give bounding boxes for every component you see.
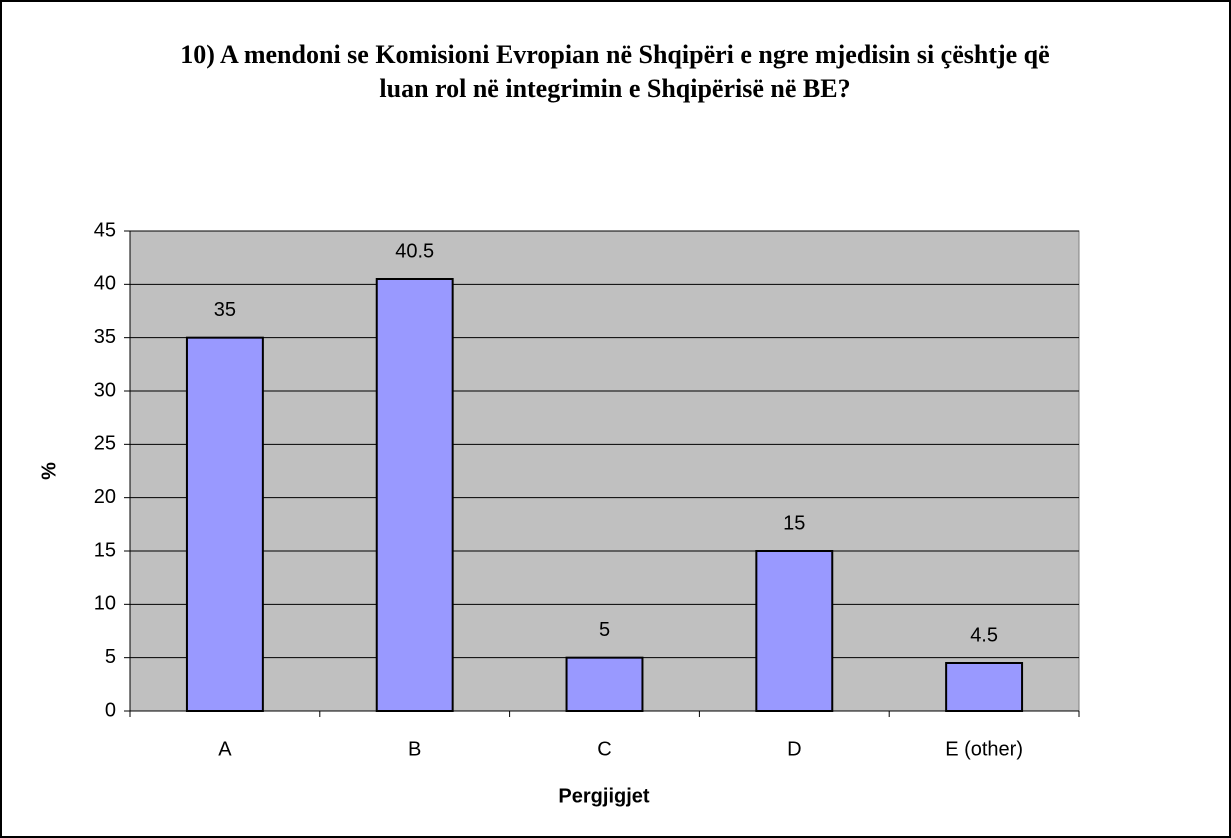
bar: [185, 336, 264, 712]
chart-title: 10) A mendoni se Komisioni Evropian në S…: [180, 40, 1050, 103]
data-label: 15: [783, 512, 805, 534]
y-tick-label: 0: [105, 699, 116, 721]
bar: [755, 550, 834, 712]
data-label: 40.5: [395, 240, 434, 262]
bar: [565, 656, 644, 713]
y-tick-label: 45: [94, 219, 116, 241]
bar: [375, 278, 454, 712]
y-tick-label: 5: [105, 646, 116, 668]
y-tick-label: 10: [94, 593, 116, 615]
y-tick-label: 40: [94, 273, 116, 295]
y-tick-label: 30: [94, 379, 116, 401]
y-tick-label: 20: [94, 486, 116, 508]
y-tick-label: 15: [94, 539, 116, 561]
data-label: 4.5: [970, 624, 998, 646]
x-tick-label: A: [218, 738, 232, 760]
x-tick-label: B: [408, 738, 421, 760]
y-tick-label: 35: [94, 326, 116, 348]
data-label: 35: [214, 299, 236, 321]
data-label: 5: [599, 619, 610, 641]
x-axis-label: Pergjigjet: [558, 785, 649, 807]
y-axis-label: %: [38, 462, 60, 480]
bar: [945, 662, 1024, 712]
x-tick-label: C: [597, 738, 611, 760]
x-tick-label: E (other): [945, 738, 1023, 760]
x-tick-label: D: [787, 738, 801, 760]
y-tick-label: 25: [94, 433, 116, 455]
